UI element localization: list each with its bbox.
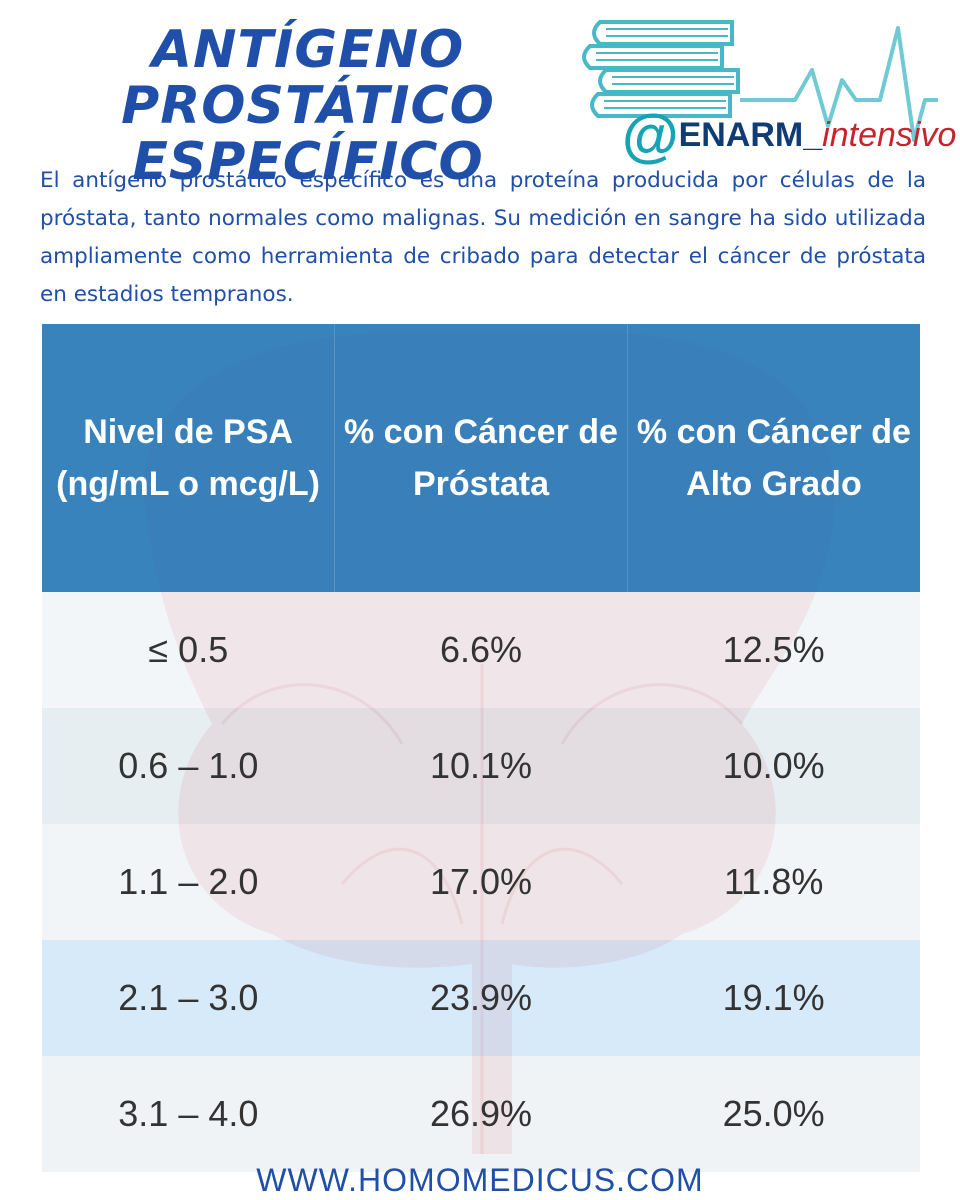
cell-psa-level: 2.1 – 3.0 (42, 940, 335, 1056)
website-footer-link[interactable]: WWW.HOMOMEDICUS.COM (256, 1162, 704, 1198)
table-row: ≤ 0.5 6.6% 12.5% (42, 592, 920, 708)
column-header-cancer-pct: % con Cáncer de Próstata (334, 324, 628, 592)
intro-paragraph: El antígeno prostático específico es una… (40, 168, 926, 307)
cell-psa-level: 0.6 – 1.0 (42, 708, 335, 824)
cell-high-grade-pct: 10.0% (627, 708, 920, 824)
cell-psa-level: 3.1 – 4.0 (42, 1056, 335, 1172)
cell-cancer-pct: 17.0% (334, 824, 628, 940)
cell-cancer-pct: 26.9% (334, 1056, 628, 1172)
table-header-row: Nivel de PSA (ng/mL o mcg/L) % con Cánce… (42, 324, 920, 592)
table-row: 2.1 – 3.0 23.9% 19.1% (42, 940, 920, 1056)
cell-cancer-pct: 6.6% (334, 592, 628, 708)
column-header-high-grade-pct: % con Cáncer de Alto Grado (626, 324, 920, 592)
table-row: 0.6 – 1.0 10.1% 10.0% (42, 708, 920, 824)
books-heartbeat-icon (582, 20, 938, 142)
cell-high-grade-pct: 19.1% (627, 940, 920, 1056)
page-title: ANTÍGENO PROSTÁTICO ESPECÍFICO (28, 22, 588, 190)
logo-sub-text: intensivo (822, 116, 957, 154)
brand-logo: @ENARM_intensivo (622, 102, 956, 169)
cell-cancer-pct: 23.9% (334, 940, 628, 1056)
title-line-2: ESPECÍFICO (132, 132, 484, 192)
table-row: 1.1 – 2.0 17.0% 11.8% (42, 824, 920, 940)
table-row: 3.1 – 4.0 26.9% 25.0% (42, 1056, 920, 1172)
cell-psa-level: ≤ 0.5 (42, 592, 335, 708)
psa-table-container: Nivel de PSA (ng/mL o mcg/L) % con Cánce… (42, 324, 920, 1172)
cell-high-grade-pct: 12.5% (627, 592, 920, 708)
cell-high-grade-pct: 25.0% (627, 1056, 920, 1172)
title-line-1: ANTÍGENO PROSTÁTICO (121, 20, 495, 136)
cell-high-grade-pct: 11.8% (627, 824, 920, 940)
column-header-psa-level: Nivel de PSA (ng/mL o mcg/L) (42, 324, 335, 592)
cell-psa-level: 1.1 – 2.0 (42, 824, 335, 940)
logo-main-text: ENARM (678, 116, 804, 154)
logo-separator: _ (803, 116, 823, 154)
logo-at-symbol: @ (622, 103, 679, 168)
cell-cancer-pct: 10.1% (334, 708, 628, 824)
psa-table: Nivel de PSA (ng/mL o mcg/L) % con Cánce… (42, 324, 920, 1172)
